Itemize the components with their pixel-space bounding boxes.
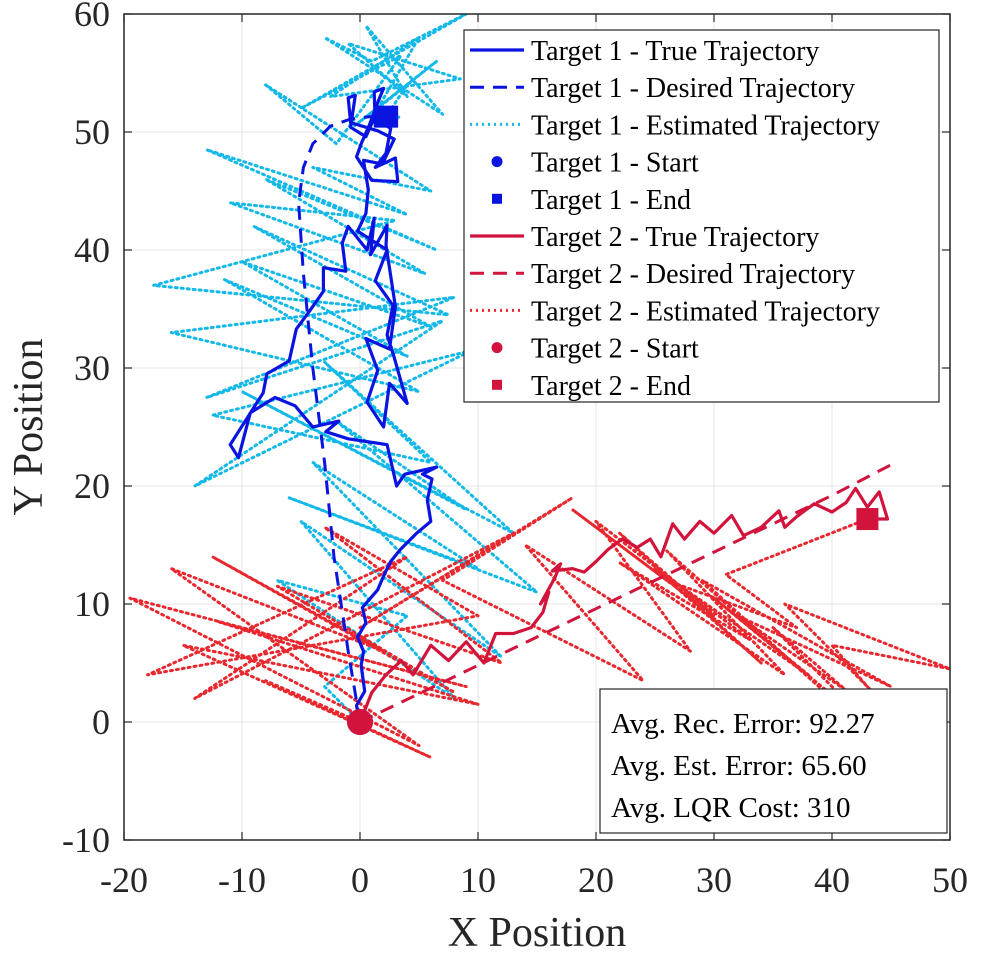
legend-entry-target-2-estimated-trajectory: Target 2 - Estimated Trajectory [470, 296, 880, 327]
legend-entry-target-2-end: Target 2 - End [492, 371, 691, 402]
legend-entry-target-1-estimated-trajectory: Target 1 - Estimated Trajectory [470, 110, 880, 141]
legend-entry-target-1-end: Target 1 - End [492, 185, 691, 216]
x-tick-label: -20 [100, 860, 148, 900]
y-tick-label: -10 [62, 820, 110, 860]
x-tick-label: 10 [460, 860, 496, 900]
stats-box [599, 688, 948, 834]
avg-rec-error-text: Avg. Rec. Error: 92.27 [611, 708, 875, 740]
legend-entry-target-1-desired-trajectory: Target 1 - Desired Trajectory [470, 73, 855, 104]
legend-entry-target-2-true-trajectory: Target 2 - True Trajectory [470, 222, 819, 253]
x-tick-label: 20 [578, 860, 614, 900]
data-series [128, 14, 950, 771]
legend-entry-target-2-desired-trajectory: Target 2 - Desired Trajectory [470, 259, 855, 290]
x-tick-label: 40 [814, 860, 850, 900]
legend-label: Target 1 - Estimated Trajectory [531, 110, 880, 141]
stats-annotation: Avg. Rec. Error: 92.27 Avg. Est. Error: … [599, 688, 948, 834]
y-tick-label: 60 [74, 0, 110, 34]
x-tick-label: 50 [932, 860, 968, 900]
legend-swatch [492, 379, 502, 390]
y-tick-label: 20 [74, 466, 110, 506]
x-axis-label: X Position [448, 910, 627, 956]
legend-label: Target 1 - Start [531, 148, 699, 179]
y-tick-label: 0 [92, 702, 110, 742]
y-tick-label: 30 [74, 348, 110, 388]
legend-label: Target 1 - End [531, 185, 691, 216]
target-2-estimated-trajectory-line [128, 496, 950, 771]
legend-box [463, 29, 940, 403]
legend-swatch [491, 342, 503, 354]
legend-label: Target 2 - Estimated Trajectory [531, 296, 880, 327]
legend-entry-target-1-start: Target 1 - Start [491, 148, 699, 179]
legend-entry-target-2-start: Target 2 - Start [491, 334, 699, 365]
legend: Target 1 - True Trajectory Target 1 - Des… [463, 29, 940, 403]
target-2-desired-trajectory-line [359, 463, 892, 724]
x-tick-label: -10 [218, 860, 266, 900]
legend-label: Target 2 - True Trajectory [531, 222, 819, 253]
avg-lqr-cost-text: Avg. LQR Cost: 310 [611, 792, 851, 824]
target-2-start-marker [347, 709, 373, 735]
avg-est-error-text: Avg. Est. Error: 65.60 [611, 750, 867, 782]
x-tick-label: 30 [696, 860, 732, 900]
legend-label: Target 2 - Desired Trajectory [531, 259, 855, 290]
target-2-end-marker [856, 508, 879, 531]
legend-entry-target-1-true-trajectory: Target 1 - True Trajectory [470, 36, 819, 67]
y-tick-label: 40 [74, 230, 110, 270]
target-1-estimated-trajectory-line [152, 14, 539, 724]
legend-swatch [491, 156, 503, 168]
target-2-true-trajectory-line [358, 486, 890, 723]
legend-swatch [492, 193, 502, 204]
x-tick-label: 0 [351, 860, 369, 900]
legend-label: Target 1 - True Trajectory [531, 36, 819, 67]
y-axis-label: Y Position [6, 339, 52, 516]
y-tick-label: 10 [74, 584, 110, 624]
axes-box [123, 13, 951, 841]
legend-label: Target 2 - End [531, 371, 691, 402]
legend-label: Target 2 - Start [531, 334, 699, 365]
y-tick-label: 50 [74, 112, 110, 152]
target-1-end-marker [376, 105, 399, 128]
legend-label: Target 1 - Desired Trajectory [531, 73, 855, 104]
